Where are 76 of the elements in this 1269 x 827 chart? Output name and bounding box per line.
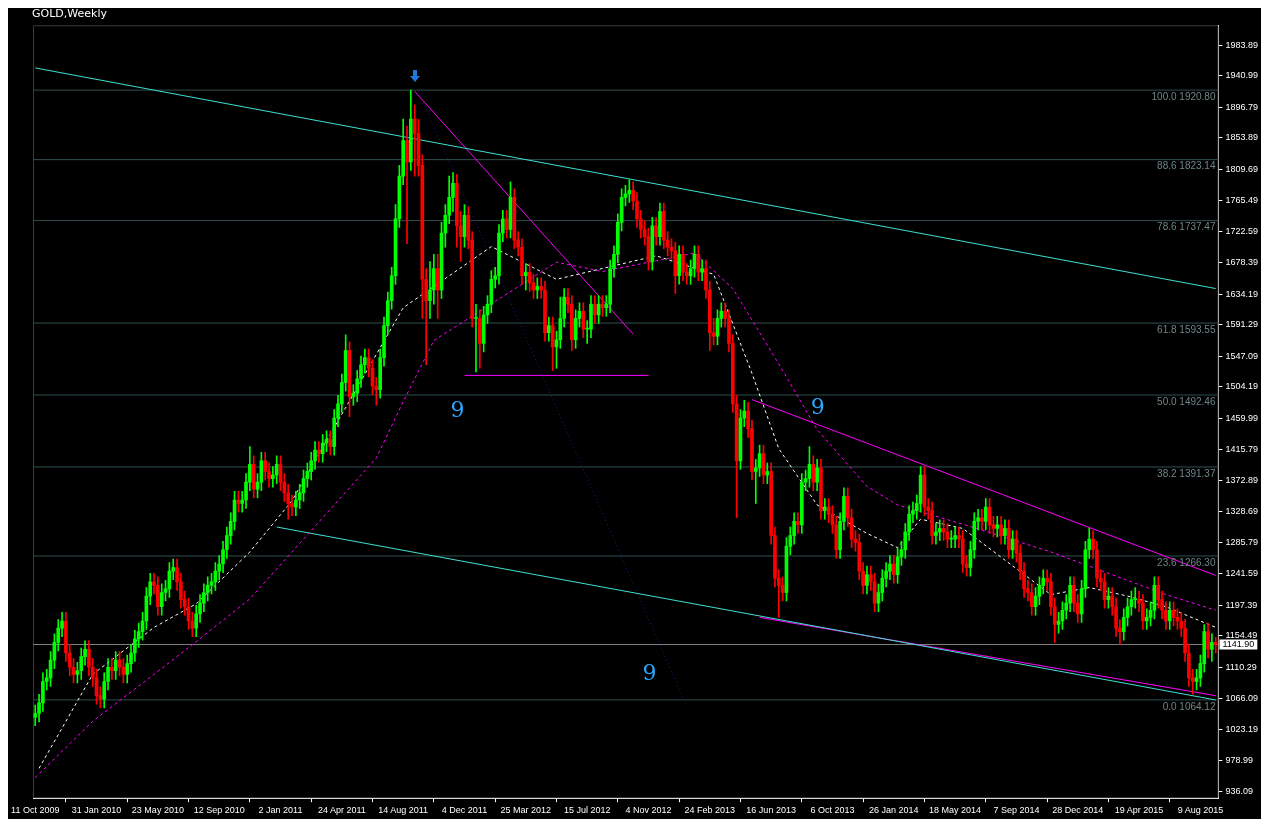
candlestick xyxy=(796,512,800,534)
y-tick-label: 1983.89 xyxy=(1225,39,1259,50)
y-tick-label: 1285.79 xyxy=(1225,536,1259,547)
candlestick xyxy=(1213,637,1218,654)
x-tick-label: 24 Feb 2013 xyxy=(684,805,736,816)
y-tick-label: 1328.69 xyxy=(1225,506,1259,517)
ref-line-label: 100.0 1920.80 xyxy=(1151,90,1216,102)
y-tick-label: 1678.39 xyxy=(1225,257,1259,268)
ref-line-label: 23.6 1266.30 xyxy=(1157,556,1216,568)
x-tick-label: 28 Dec 2014 xyxy=(1052,805,1104,816)
y-tick-label: 1547.09 xyxy=(1225,350,1259,361)
x-tick-label: 11 Oct 2009 xyxy=(11,805,60,816)
x-tick-label: 15 Jul 2012 xyxy=(563,805,611,816)
y-tick-label: 1722.59 xyxy=(1225,225,1259,236)
ref-line-label: 38.2 1391.37 xyxy=(1157,467,1216,479)
x-tick-label: 16 Jun 2013 xyxy=(746,805,796,816)
x-tick-label: 4 Dec 2011 xyxy=(441,805,488,816)
y-tick-label: 1504.19 xyxy=(1225,381,1259,392)
x-tick-label: 14 Aug 2011 xyxy=(378,805,429,816)
candlestick xyxy=(110,658,114,680)
y-tick-label: 1415.79 xyxy=(1225,444,1259,455)
y-tick-label: 1853.89 xyxy=(1225,132,1259,143)
candlestick xyxy=(627,179,632,203)
y-tick-label: 1459.99 xyxy=(1225,412,1259,423)
y-tick-label: 1110.29 xyxy=(1225,661,1257,672)
y-tick-label: 1591.29 xyxy=(1225,319,1259,330)
x-tick-label: 9 Aug 2015 xyxy=(1177,805,1224,816)
y-tick-label: 936.09 xyxy=(1225,785,1253,796)
ref-line-label: 0.0 1064.12 xyxy=(1162,700,1216,712)
annotation: 9 xyxy=(450,397,465,423)
x-tick-label: 6 Oct 2013 xyxy=(810,805,855,816)
ref-line-label: 1141.90 xyxy=(1222,639,1255,650)
y-tick-label: 1197.39 xyxy=(1225,599,1258,610)
y-tick-label: 1023.19 xyxy=(1225,723,1259,734)
x-tick-label: 24 Apr 2011 xyxy=(317,805,366,816)
x-tick-label: 12 Sep 2010 xyxy=(193,805,245,816)
x-tick-label: 19 Apr 2015 xyxy=(1114,805,1164,816)
ref-line-label: 88.6 1823.14 xyxy=(1157,160,1216,172)
y-tick-label: 1241.59 xyxy=(1225,568,1259,579)
x-tick-label: 26 Jan 2014 xyxy=(869,805,919,816)
candlestick xyxy=(535,277,540,299)
y-tick-label: 1896.79 xyxy=(1225,101,1259,112)
candlestick xyxy=(822,498,827,520)
x-tick-label: 31 Jan 2010 xyxy=(71,805,122,816)
candlestick xyxy=(937,519,942,541)
y-tick-label: 1765.49 xyxy=(1225,195,1259,206)
candlestick xyxy=(980,508,984,531)
y-tick-label: 1940.99 xyxy=(1225,70,1259,81)
annotation: 9 xyxy=(642,660,657,686)
ref-line-label: 61.8 1593.55 xyxy=(1157,323,1216,335)
candlestick xyxy=(765,462,770,484)
ref-line-label: 78.6 1737.47 xyxy=(1157,221,1216,233)
x-tick-label: 2 Jan 2011 xyxy=(258,805,303,816)
x-tick-label: 7 Sep 2014 xyxy=(993,805,1040,816)
candlestick xyxy=(412,104,417,177)
y-tick-label: 1154.49 xyxy=(1225,630,1258,641)
x-tick-label: 4 Nov 2012 xyxy=(625,805,672,816)
chart-title: GOLD,Weekly xyxy=(32,7,108,21)
ref-line-label: 50.0 1492.46 xyxy=(1157,395,1216,407)
annotation: 9 xyxy=(810,393,825,419)
y-tick-label: 978.99 xyxy=(1225,754,1253,765)
candlestick xyxy=(524,263,528,291)
y-tick-label: 1809.69 xyxy=(1225,163,1259,174)
candlestick xyxy=(934,523,938,545)
candlestick xyxy=(700,259,704,282)
candlestick xyxy=(405,125,409,245)
candlestick xyxy=(995,516,1000,538)
x-tick-label: 18 May 2014 xyxy=(929,805,982,816)
candlestick xyxy=(953,526,957,548)
candlestick xyxy=(474,303,478,373)
candlestick xyxy=(317,441,321,463)
y-tick-label: 1372.89 xyxy=(1225,474,1259,485)
y-tick-label: 1066.09 xyxy=(1225,692,1259,703)
x-tick-label: 23 May 2010 xyxy=(131,805,184,816)
y-tick-label: 1634.19 xyxy=(1225,288,1259,299)
x-tick-label: 25 Mar 2012 xyxy=(500,805,552,816)
